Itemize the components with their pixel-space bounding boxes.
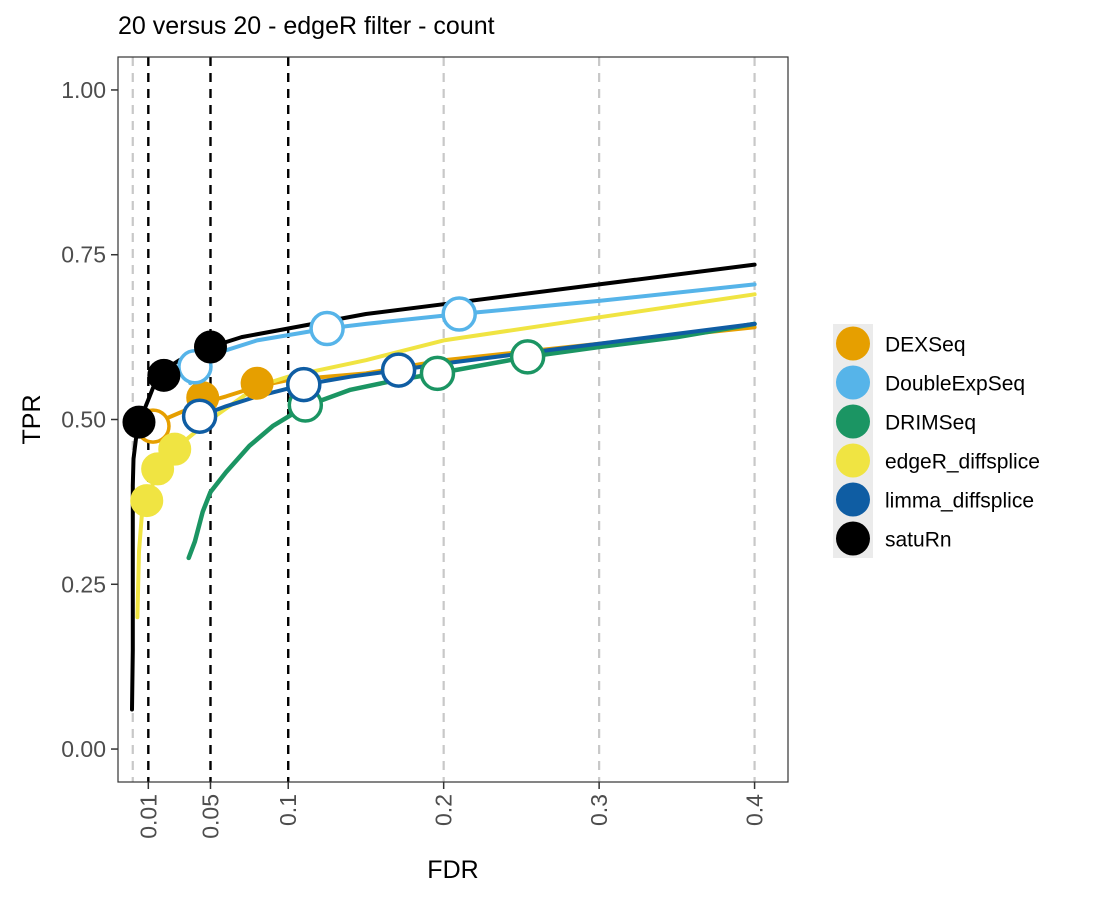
legend-key-DEXSeq xyxy=(836,326,870,361)
data-point-DEXSeq xyxy=(240,366,274,400)
legend-label-limma_diffsplice: limma_diffsplice xyxy=(885,490,1034,513)
data-point-DRIMSeq xyxy=(509,339,546,375)
y-tick-label: 0.50 xyxy=(61,407,106,433)
data-point-edgeR_diffsplice xyxy=(130,484,164,518)
threshold-lines xyxy=(147,57,290,782)
data-point-limma_diffsplice xyxy=(286,366,322,403)
data-point-edgeR_diffsplice xyxy=(158,432,192,466)
legend-label-satuRn: satuRn xyxy=(885,529,952,552)
legend-label-DEXSeq: DEXSeq xyxy=(885,334,966,357)
y-tick-label: 0.75 xyxy=(61,242,106,268)
legend: DEXSeq DoubleExpSeq DRIMSeq edgeR_diffsplic… xyxy=(833,324,1040,558)
legend-key-edgeR_diffsplice xyxy=(836,443,870,478)
x-tick-label: 0.3 xyxy=(586,794,612,826)
points-layer xyxy=(122,296,546,518)
data-point-DoubleExpSeq xyxy=(441,296,477,332)
x-tick-label: 0.01 xyxy=(135,794,161,839)
axis-layer: 0.00 0.25 0.50 0.75 1.00 0.01 0.05 0.1 0.2 0.3 0.4 xyxy=(61,77,767,839)
x-tick-label: 0.4 xyxy=(742,794,768,826)
chart-title: 20 versus 20 - edgeR filter - count xyxy=(118,12,495,40)
data-point-limma_diffsplice xyxy=(380,352,417,388)
y-tick-label: 0.00 xyxy=(61,736,106,762)
legend-label-edgeR_diffsplice: edgeR_diffsplice xyxy=(885,451,1040,474)
grid-layer xyxy=(131,57,756,782)
legend-key-DRIMSeq xyxy=(836,404,870,439)
legend-key-DoubleExpSeq xyxy=(836,365,870,400)
panel-border xyxy=(117,56,789,783)
legend-key-background xyxy=(833,324,873,558)
legend-key-limma_diffsplice xyxy=(836,482,870,517)
data-point-limma_diffsplice xyxy=(181,398,218,434)
x-axis-title: FDR xyxy=(427,856,478,884)
x-tick-label: 0.1 xyxy=(275,794,301,826)
y-tick-label: 1.00 xyxy=(61,77,106,103)
x-tick-label: 0.05 xyxy=(197,794,223,839)
data-point-satuRn xyxy=(122,405,156,439)
data-point-DRIMSeq xyxy=(419,355,456,392)
legend-key-satuRn xyxy=(836,521,870,556)
data-point-DoubleExpSeq xyxy=(309,310,345,347)
data-point-satuRn xyxy=(193,330,227,364)
x-tick-label: 0.2 xyxy=(431,794,457,826)
legend-label-DRIMSeq: DRIMSeq xyxy=(885,412,976,435)
y-tick-label: 0.25 xyxy=(61,571,106,597)
data-point-satuRn xyxy=(147,358,181,392)
legend-label-DoubleExpSeq: DoubleExpSeq xyxy=(885,373,1025,396)
y-axis-title: TPR xyxy=(18,395,46,445)
